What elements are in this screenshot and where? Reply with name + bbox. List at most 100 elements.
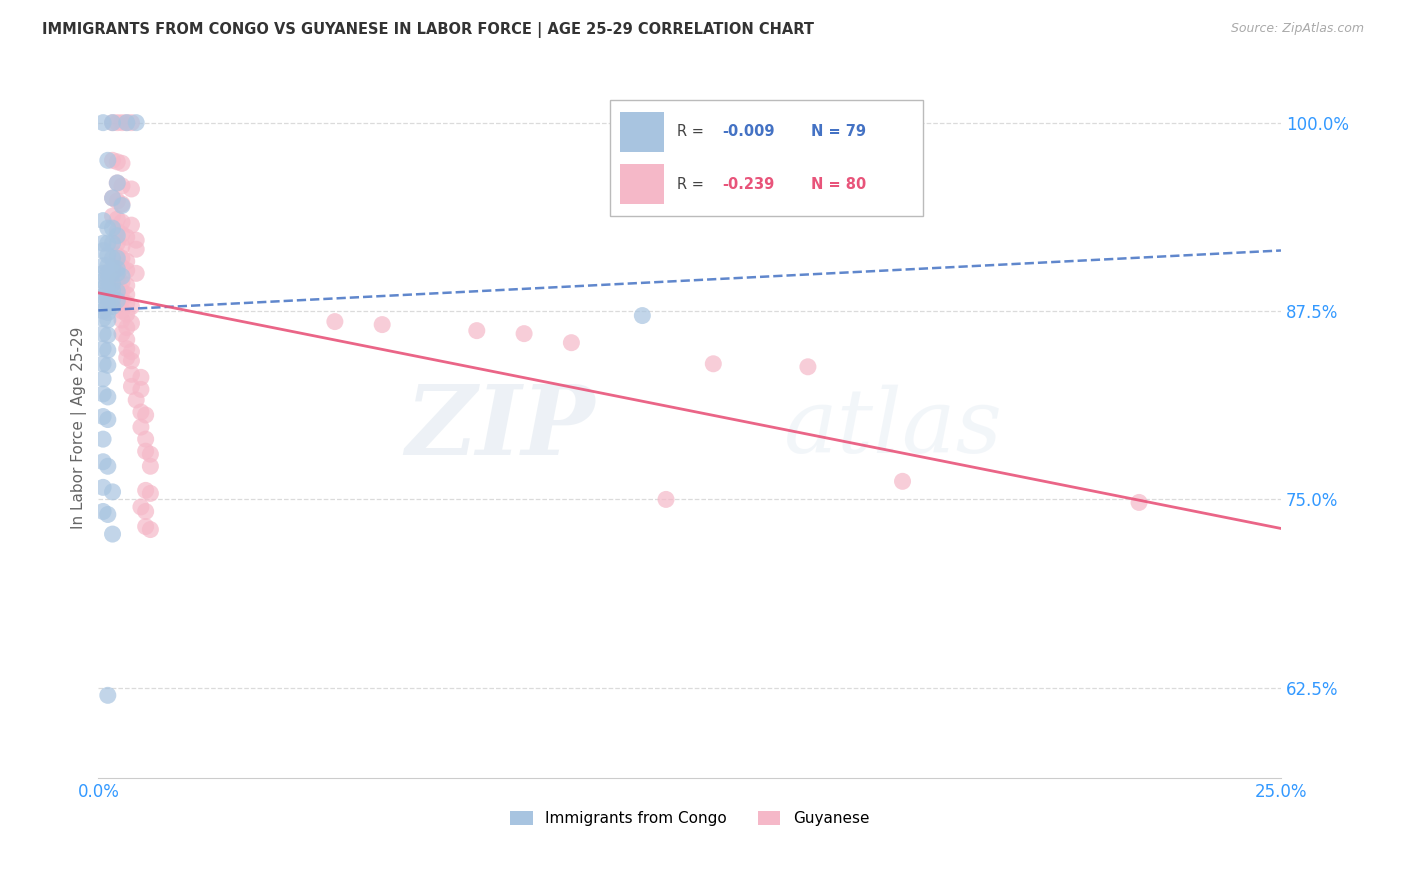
Point — [91, 213, 114, 227]
Point — [121, 353, 143, 368]
Point — [125, 392, 148, 407]
Point — [115, 296, 138, 310]
Point — [91, 311, 114, 326]
Point — [101, 277, 124, 291]
Point — [97, 153, 120, 168]
Point — [111, 293, 134, 308]
Point — [129, 420, 152, 434]
Point — [97, 274, 120, 288]
Point — [97, 313, 120, 327]
Point — [797, 359, 820, 374]
Point — [111, 260, 134, 275]
Point — [97, 221, 120, 235]
Point — [91, 266, 114, 280]
Point — [111, 156, 134, 170]
Point — [105, 285, 128, 299]
Point — [97, 236, 120, 251]
Point — [115, 320, 138, 334]
Point — [101, 209, 124, 223]
Point — [111, 269, 134, 284]
Point — [97, 459, 120, 474]
Point — [1128, 495, 1150, 509]
Text: ZIP: ZIP — [405, 381, 595, 475]
Point — [101, 527, 124, 541]
Point — [135, 444, 157, 458]
Point — [97, 281, 120, 295]
Point — [129, 383, 152, 397]
Point — [111, 304, 134, 318]
Text: IMMIGRANTS FROM CONGO VS GUYANESE IN LABOR FORCE | AGE 25-29 CORRELATION CHART: IMMIGRANTS FROM CONGO VS GUYANESE IN LAB… — [42, 22, 814, 38]
Point — [91, 274, 114, 288]
Point — [135, 504, 157, 518]
Point — [655, 492, 678, 507]
Point — [105, 116, 128, 130]
Point — [101, 116, 124, 130]
Point — [105, 194, 128, 208]
Point — [97, 390, 120, 404]
Point — [105, 224, 128, 238]
Point — [101, 153, 124, 168]
Point — [891, 475, 914, 489]
Point — [560, 335, 582, 350]
Point — [125, 242, 148, 256]
Point — [105, 236, 128, 251]
Point — [105, 248, 128, 262]
Point — [105, 154, 128, 169]
Point — [135, 519, 157, 533]
Point — [111, 198, 134, 212]
Point — [139, 459, 162, 474]
Text: atlas: atlas — [785, 384, 1004, 471]
Point — [91, 357, 114, 371]
Point — [101, 484, 124, 499]
Point — [91, 387, 114, 401]
Point — [465, 324, 488, 338]
Point — [91, 244, 114, 258]
Point — [91, 326, 114, 341]
Point — [513, 326, 536, 341]
Point — [91, 296, 114, 310]
Point — [91, 455, 114, 469]
Point — [323, 315, 346, 329]
Point — [111, 285, 134, 299]
Point — [121, 379, 143, 393]
Point — [105, 266, 128, 280]
Point — [91, 342, 114, 356]
Point — [101, 191, 124, 205]
Point — [115, 263, 138, 277]
Point — [91, 480, 114, 494]
Point — [97, 508, 120, 522]
Point — [105, 228, 128, 243]
Point — [101, 191, 124, 205]
Point — [111, 197, 134, 211]
Point — [101, 236, 124, 251]
Point — [101, 300, 124, 314]
Point — [121, 300, 143, 314]
Point — [115, 116, 138, 130]
Point — [101, 116, 124, 130]
Point — [111, 326, 134, 341]
Point — [111, 276, 134, 290]
Point — [121, 116, 143, 130]
Point — [97, 689, 120, 703]
Point — [139, 523, 162, 537]
Point — [121, 316, 143, 330]
Point — [105, 272, 128, 286]
Point — [115, 307, 138, 321]
Point — [101, 221, 124, 235]
Point — [91, 116, 114, 130]
Point — [111, 239, 134, 253]
Point — [101, 292, 124, 306]
Point — [91, 504, 114, 518]
Point — [115, 230, 138, 244]
Point — [91, 372, 114, 386]
Point — [135, 483, 157, 498]
Point — [105, 176, 128, 190]
Point — [115, 116, 138, 130]
Point — [111, 227, 134, 242]
Point — [129, 370, 152, 384]
Point — [115, 254, 138, 268]
Point — [371, 318, 394, 332]
Point — [121, 218, 143, 232]
Point — [97, 412, 120, 426]
Point — [91, 289, 114, 303]
